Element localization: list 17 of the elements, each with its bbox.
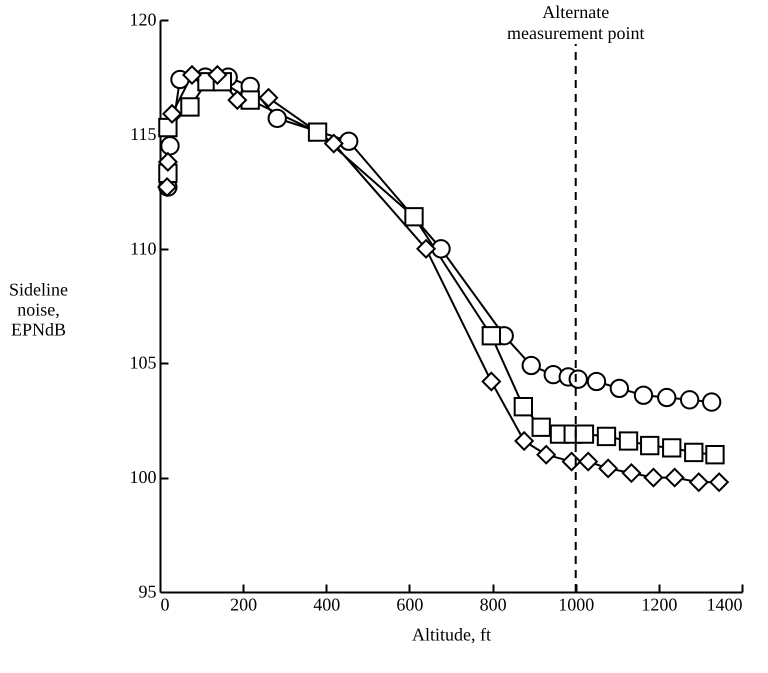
y-tick-label: 95 (138, 582, 156, 602)
x-tick-label: 600 (396, 594, 424, 614)
y-tick-label: 120 (130, 10, 156, 30)
x-tick-label: 800 (480, 594, 507, 614)
y-tick-label: 115 (130, 124, 156, 144)
y-tick-label: 105 (130, 352, 156, 373)
y-tick-label: 100 (130, 467, 156, 488)
ref-line-label: Alternate measurement point (506, 2, 644, 43)
x-axis-title: Altitude, ft (412, 624, 491, 644)
y-axis-title: Sideline noise, EPNdB (9, 280, 68, 340)
x-tick-label: 1400 (706, 594, 742, 614)
x-tick-label: 400 (313, 594, 340, 614)
x-tick-label: 200 (230, 594, 258, 614)
x-tick-label: 1200 (641, 594, 678, 614)
x-tick-label: 1000 (558, 594, 594, 614)
x-tick-label: 0 (160, 594, 170, 614)
y-tick-label: 110 (130, 238, 156, 258)
